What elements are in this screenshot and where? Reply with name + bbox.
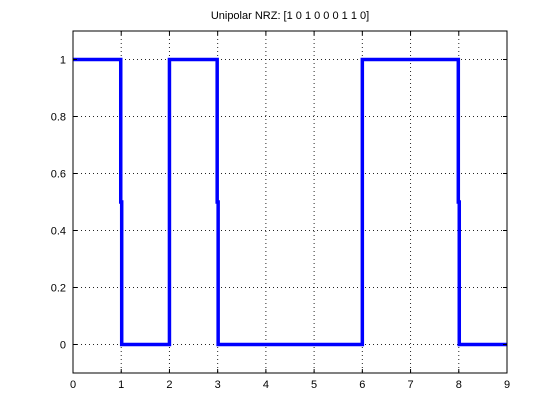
axes-box [72, 30, 508, 374]
y-tick-labels: 0 0.2 0.4 0.6 0.8 1 [51, 55, 66, 352]
y-tick-label: 0 [60, 340, 66, 352]
plot-area [73, 31, 507, 373]
series-layer [73, 57, 507, 347]
x-tick-labels: 0 1 2 3 4 5 6 7 8 9 [70, 379, 510, 391]
y-tick-label: 1 [60, 55, 66, 67]
x-tick-label: 8 [456, 379, 462, 391]
x-tick-label: 3 [215, 379, 221, 391]
x-tick-label: 6 [359, 379, 365, 391]
x-tick-label: 4 [263, 379, 269, 391]
y-tick-label: 0.4 [51, 226, 66, 238]
x-tick-label: 5 [311, 379, 317, 391]
x-tick-label: 9 [504, 379, 510, 391]
y-tick-label: 0.2 [51, 283, 66, 295]
signal-line-0 [73, 57, 507, 347]
x-tick-label: 0 [70, 379, 76, 391]
x-tick-label: 1 [118, 379, 124, 391]
x-tick-label: 7 [407, 379, 413, 391]
chart-title: Unipolar NRZ: [1 0 1 0 0 0 1 1 0] [211, 10, 369, 22]
axes [72, 30, 508, 374]
y-tick-label: 0.8 [51, 112, 66, 124]
y-tick-label: 0.6 [51, 169, 66, 181]
x-tick-label: 2 [166, 379, 172, 391]
